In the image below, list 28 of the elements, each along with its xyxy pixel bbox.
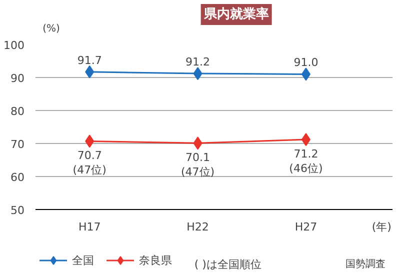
data-label: 70.1 (47位) bbox=[180, 151, 215, 178]
point bbox=[193, 67, 202, 80]
data-label: 91.2 bbox=[186, 56, 210, 69]
point bbox=[193, 136, 202, 150]
y-tick-label: 60 bbox=[10, 171, 25, 184]
data-label: 70.7 (47位) bbox=[72, 149, 106, 176]
y-tick-label: 80 bbox=[10, 105, 25, 118]
y-tick-label: 50 bbox=[10, 204, 25, 217]
legend-label: 全国 bbox=[72, 252, 94, 268]
data-label: 91.0 bbox=[294, 56, 318, 70]
text: ( )は全国順位 bbox=[194, 258, 262, 271]
x-axis-title: (年) bbox=[372, 220, 392, 234]
text: 国勢調査 bbox=[345, 258, 386, 270]
data-label: 71.2 (46位) bbox=[289, 148, 323, 175]
x-tick-label: H17 bbox=[78, 220, 101, 234]
point bbox=[301, 68, 310, 81]
point bbox=[301, 133, 310, 146]
y-tick-label: 100 bbox=[4, 39, 25, 52]
x-tick-label: H27 bbox=[294, 220, 318, 234]
chart-title: 県内就業率 bbox=[202, 6, 269, 22]
point bbox=[85, 134, 94, 148]
x-tick-label: H22 bbox=[186, 220, 209, 234]
data-label: 91.7 bbox=[77, 54, 102, 67]
y-tick-label: 70 bbox=[10, 138, 25, 151]
y-tick-label: 90 bbox=[10, 72, 25, 85]
y-axis-title: (%) bbox=[42, 24, 60, 34]
legend-label: 奈良県 bbox=[139, 252, 172, 268]
point bbox=[85, 65, 94, 78]
